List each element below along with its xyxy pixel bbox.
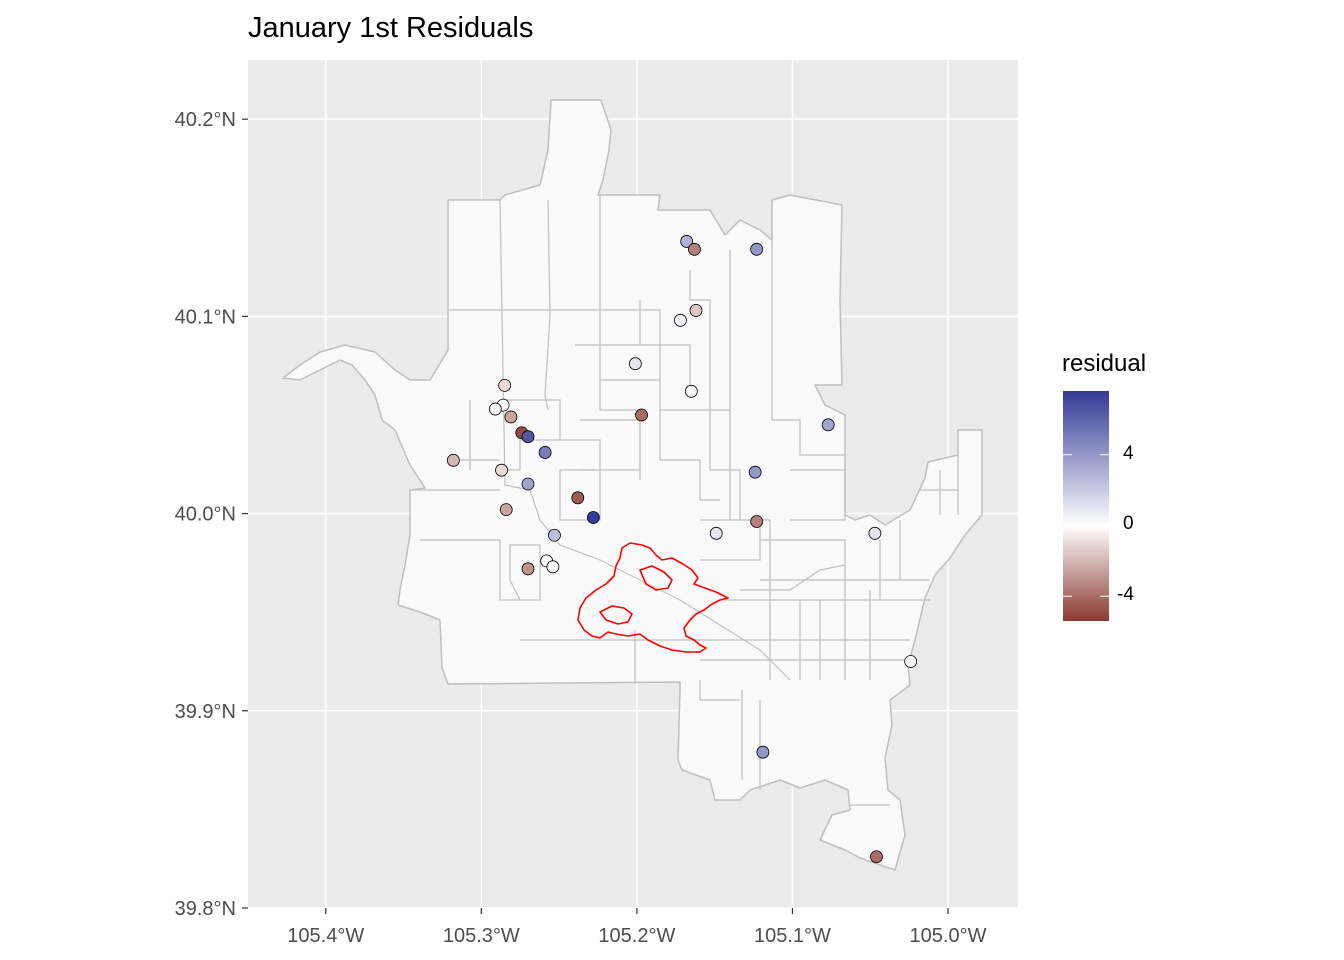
legend-colorbar [1063,391,1109,621]
legend-title: residual [1062,350,1147,377]
legend-break-label: -4 [1117,584,1134,606]
y-tick-label: 40.1°N [175,306,236,328]
y-tick-label: 40.2°N [175,109,236,131]
residual-point-16 [446,453,460,467]
county-boundary [282,99,983,871]
residual-point-30 [904,655,918,668]
residual-point-23 [750,515,764,528]
fire-perimeter [577,542,729,653]
residual-point-2 [750,242,764,256]
residual-point-32 [870,850,883,864]
residual-point-3 [674,313,687,327]
residual-point-28 [546,560,560,574]
x-tick-label: 105.2°W [598,925,675,947]
x-tick-label: 105.3°W [443,925,520,947]
residual-point-26 [548,528,561,542]
residual-point-18 [748,465,762,479]
residual-point-22 [586,511,600,524]
residual-point-14 [521,430,535,444]
x-tick-label: 105.0°W [910,925,987,947]
x-tick-label: 105.1°W [754,925,831,947]
residual-point-7 [498,378,512,392]
residual-point-15 [538,446,552,459]
x-tick-label: 105.4°W [287,925,364,947]
legend-break-label: 0 [1123,513,1134,535]
residual-point-6 [684,384,698,398]
chart-title: January 1st Residuals [248,12,534,44]
y-tick-label: 40.0°N [175,504,236,526]
residual-point-17 [495,463,508,477]
y-tick-label: 39.8°N [175,898,236,920]
residual-point-5 [628,357,642,371]
tract-lines [410,195,959,806]
residual-point-4 [689,304,703,317]
legend-break-label: 4 [1123,442,1134,464]
residual-point-21 [499,503,513,517]
residual-point-31 [756,745,770,759]
residual-point-10 [504,410,518,424]
residual-point-1 [688,242,701,256]
axes: 105.4°W 105.3°W 105.2°W 105.1°W 105.0°W 39.8°… [175,109,987,947]
residual-point-20 [571,491,585,505]
y-tick-label: 39.9°N [175,701,236,723]
residual-points [446,235,918,864]
residual-point-25 [868,526,882,540]
residual-point-11 [635,408,648,422]
residual-point-24 [709,526,723,540]
residual-point-12 [821,418,835,432]
residual-point-0 [680,235,694,248]
residual-point-19 [521,477,535,491]
residual-point-29 [521,562,535,576]
legend-ticks [1063,454,1109,597]
residual-point-9 [488,402,502,416]
